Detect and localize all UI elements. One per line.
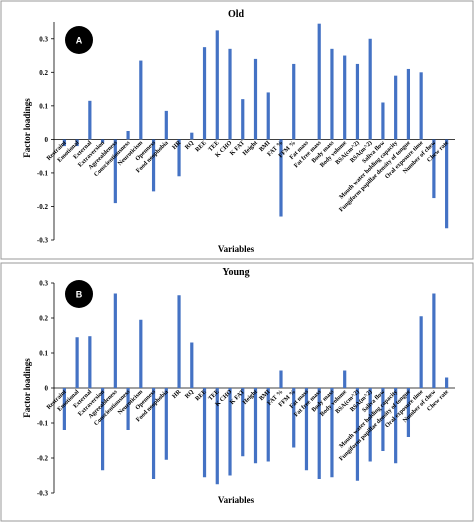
bar (292, 63, 296, 140)
bar (445, 139, 449, 229)
x-category-label: HR (171, 388, 183, 400)
bar (368, 388, 372, 462)
bar (355, 63, 360, 140)
panel-badge (65, 26, 93, 54)
chart-title: Old (228, 9, 245, 20)
bar (177, 295, 181, 388)
x-category-label: RQ (184, 388, 196, 400)
bar (419, 72, 423, 140)
bar (330, 388, 334, 478)
bar (113, 293, 117, 388)
y-tick-label: 0.3 (39, 280, 48, 288)
bar (75, 337, 79, 388)
bar (126, 131, 130, 140)
bar (202, 388, 207, 478)
y-axis-title: Factor loadings (22, 98, 32, 158)
panel-badge-label: B (76, 290, 83, 300)
bar (394, 388, 398, 464)
x-axis-title: Variables (218, 495, 255, 505)
bar (343, 55, 347, 140)
y-tick-label: -0.2 (37, 455, 49, 463)
bar (164, 110, 168, 140)
bar (304, 388, 309, 471)
y-tick-label: -0.1 (37, 169, 49, 177)
bar (202, 47, 207, 140)
bar (100, 139, 105, 143)
y-tick-label: 0 (45, 136, 49, 144)
bar (241, 388, 245, 457)
bar (292, 388, 296, 448)
bar (113, 139, 117, 204)
bar (241, 99, 245, 140)
y-tick-label: -0.1 (37, 420, 49, 428)
bar (62, 139, 66, 147)
bar (343, 370, 347, 388)
bar (317, 388, 321, 479)
panel-badge-label: A (76, 36, 83, 46)
bar (419, 316, 423, 388)
bar (266, 92, 270, 140)
chart-panel-b: 0.30.20.10-0.1-0.2-0.3RestraintEmotional… (0, 262, 474, 522)
y-tick-label: 0.3 (39, 35, 48, 43)
y-tick-label: 0.1 (39, 102, 48, 110)
x-category-label: HR (171, 139, 183, 151)
y-tick-label: -0.3 (37, 237, 49, 245)
y-tick-label: 0 (45, 385, 49, 393)
bar (228, 388, 232, 476)
bar (190, 132, 194, 140)
bar (215, 30, 219, 140)
bar (432, 293, 436, 388)
bar (406, 388, 411, 437)
bar (406, 68, 411, 140)
bar (151, 388, 156, 479)
chart-panel-a: 0.30.20.10-0.1-0.2-0.3RestraintEmotional… (0, 0, 474, 260)
bar (266, 388, 270, 462)
bar (126, 388, 130, 430)
bar (432, 139, 436, 199)
bar (75, 139, 79, 147)
bar (177, 139, 181, 177)
panel-badge (65, 280, 93, 308)
bar (381, 388, 385, 451)
bar (164, 388, 168, 460)
y-axis-title: Factor loadings (22, 358, 32, 418)
y-tick-label: 0.2 (39, 315, 48, 323)
bar (355, 388, 360, 481)
bar (88, 100, 92, 140)
bar (381, 102, 385, 140)
bar (330, 48, 334, 140)
bar (253, 388, 258, 464)
x-category-label: RQ (184, 139, 196, 151)
y-tick-label: -0.3 (37, 490, 49, 498)
bar (279, 370, 283, 388)
bar (228, 48, 232, 140)
bar (445, 377, 449, 388)
x-axis-title: Variables (218, 244, 255, 254)
bar (62, 388, 66, 430)
bar (139, 60, 143, 140)
y-tick-label: 0.2 (39, 69, 48, 77)
bar (368, 38, 372, 140)
bar (253, 58, 258, 140)
bar (215, 388, 219, 485)
bar (100, 388, 105, 471)
bar (151, 139, 156, 192)
bar (279, 139, 283, 217)
bar (88, 336, 92, 388)
bar (394, 75, 398, 140)
chart-title: Young (222, 267, 249, 278)
y-tick-label: -0.2 (37, 203, 49, 211)
bar (139, 319, 143, 388)
bar (317, 23, 321, 140)
y-tick-label: 0.1 (39, 350, 48, 358)
bar (190, 342, 194, 388)
